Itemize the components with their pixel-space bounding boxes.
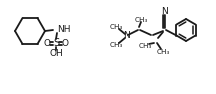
Text: CH₃: CH₃ — [138, 43, 152, 49]
Text: N: N — [123, 31, 129, 41]
Text: S: S — [53, 38, 59, 48]
Text: O: O — [43, 39, 51, 47]
Text: CH₃: CH₃ — [156, 49, 170, 55]
Text: NH: NH — [57, 25, 70, 34]
Text: CH₃: CH₃ — [109, 24, 123, 30]
Text: CH₃: CH₃ — [134, 17, 148, 23]
Text: N: N — [161, 8, 167, 17]
Text: CH₃: CH₃ — [109, 42, 123, 48]
Text: O: O — [62, 39, 68, 47]
Text: OH: OH — [49, 50, 63, 58]
